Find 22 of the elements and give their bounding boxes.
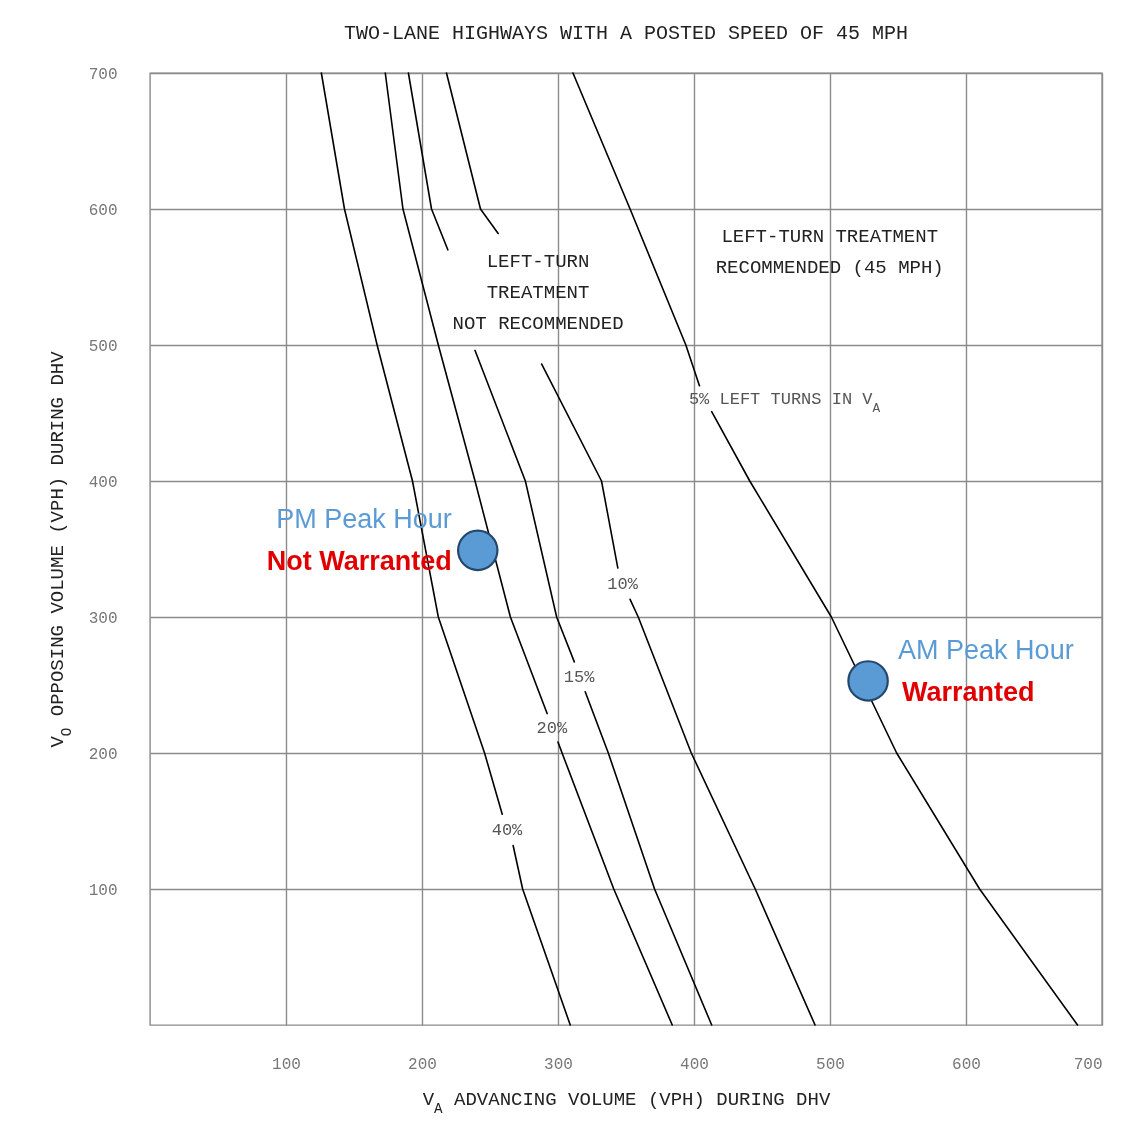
x-tick-label: 600 — [952, 1055, 981, 1074]
x-tick-label: 200 — [408, 1055, 437, 1074]
annotation: LEFT-TURN TREATMENT RECOMMENDED (45 MPH) — [715, 225, 944, 279]
x-tick-label: 700 — [1073, 1055, 1103, 1074]
x-axis-title: V$_{A}$ ADVANCING VOLUME (VPH) DURING DHV — [422, 1088, 831, 1117]
y-tick-label: 100 — [88, 881, 118, 900]
y-tick-label: 300 — [88, 609, 118, 628]
x-tick-label: 300 — [544, 1055, 573, 1074]
x-tick-label: 100 — [272, 1055, 301, 1074]
x-tick-label: 500 — [816, 1055, 845, 1074]
y-tick-label: 200 — [88, 745, 118, 764]
series-label: 15% — [563, 667, 596, 687]
series-label: 40% — [491, 820, 524, 840]
y-tick-label: 500 — [88, 337, 118, 356]
annotation: LEFT-TURN TREATMENT NOT RECOMMENDED — [452, 251, 624, 336]
series-label: 10% — [607, 574, 639, 594]
annotation: Warranted — [902, 676, 1035, 707]
x-tick-label: 400 — [680, 1055, 709, 1074]
y-tick-label: 600 — [88, 201, 118, 220]
y-tick-label: 400 — [88, 473, 118, 492]
y-tick-label: 700 — [88, 65, 118, 84]
chart-title: TWO-LANE HIGHWAYS WITH A POSTED SPEED OF 45 MPH — [343, 22, 909, 45]
